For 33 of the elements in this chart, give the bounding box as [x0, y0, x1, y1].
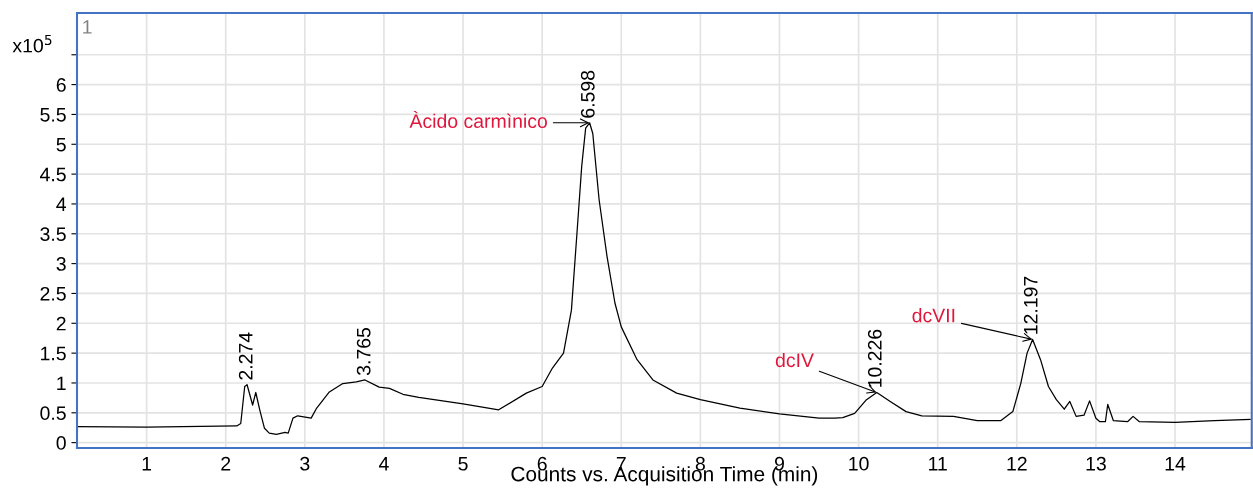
y-tick-label: 1.5	[41, 346, 66, 361]
y-tick-label: 1	[57, 376, 66, 390]
annotation: 1	[83, 20, 92, 34]
y-tick-label: 2	[56, 316, 66, 331]
x-tick-label: 3	[300, 456, 310, 471]
y-axis-title: x10$^{5}$	[12, 34, 52, 53]
x-tick-label: 10	[849, 456, 869, 471]
x-tick-label: 14	[1165, 457, 1186, 471]
y-tick-label: 0.5	[40, 406, 66, 421]
annotation: Àcido carmìnico	[409, 110, 547, 129]
annotation: dcIV	[775, 352, 814, 368]
y-tick-label: 5	[56, 137, 66, 152]
annotation: 3.765	[356, 327, 371, 376]
y-tick-label: 5.5	[40, 108, 66, 122]
y-tick-label: 3	[56, 257, 66, 271]
y-tick-label: 6	[56, 78, 66, 92]
annotation: 6.598	[580, 70, 595, 118]
x-tick-label: 11	[929, 457, 947, 471]
annotation: dcVII	[912, 308, 955, 323]
x-tick-label: 13	[1086, 456, 1106, 471]
annotation: 2.274	[238, 332, 253, 380]
y-tick-label: 4.5	[40, 167, 66, 182]
y-tick-label: 0	[56, 436, 66, 450]
x-tick-label: 4	[378, 457, 389, 471]
y-tick-label: 2.5	[40, 286, 66, 301]
y-tick-label: 4	[56, 197, 67, 211]
x-tick-label: 2	[221, 456, 231, 471]
x-tick-label: 12	[1007, 456, 1027, 471]
y-tick-label: 3.5	[40, 227, 66, 242]
x-tick-label: 1	[142, 457, 152, 471]
annotation: 12.197	[1023, 276, 1038, 334]
annotation: 10.226	[867, 329, 882, 387]
x-tick-label: 5	[458, 457, 468, 471]
